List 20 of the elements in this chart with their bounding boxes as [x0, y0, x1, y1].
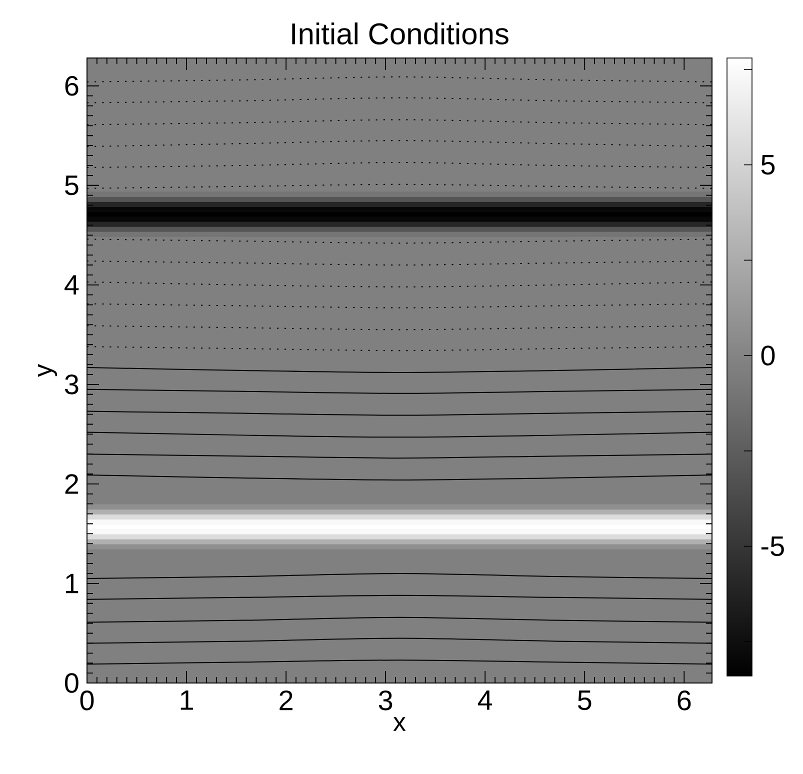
- x-axis-title: x: [393, 717, 406, 731]
- chart-title: Initial Conditions: [292, 22, 508, 45]
- y-tick-label: 2: [65, 474, 78, 494]
- x-tick-label: 1: [180, 690, 193, 710]
- color-bar-label: 5: [761, 155, 775, 175]
- y-tick-label: 6: [65, 76, 78, 96]
- x-tick-label: 4: [478, 690, 492, 710]
- y-tick-label: 3: [64, 374, 78, 394]
- color-bar-label: 0: [761, 346, 775, 366]
- x-tick-label: 3: [378, 690, 392, 710]
- x-tick-label: 2: [280, 690, 292, 710]
- y-tick-label: 5: [65, 176, 78, 196]
- x-tick-label: 6: [678, 690, 691, 710]
- y-axis-title: y: [38, 364, 58, 377]
- y-tick-label: 1: [66, 574, 78, 594]
- y-tick-label: 0: [65, 673, 78, 693]
- color-bar-label: -5: [761, 536, 784, 556]
- y-tick-label: 4: [64, 275, 79, 295]
- x-tick-label: 0: [80, 690, 94, 710]
- x-tick-label: 5: [578, 690, 592, 710]
